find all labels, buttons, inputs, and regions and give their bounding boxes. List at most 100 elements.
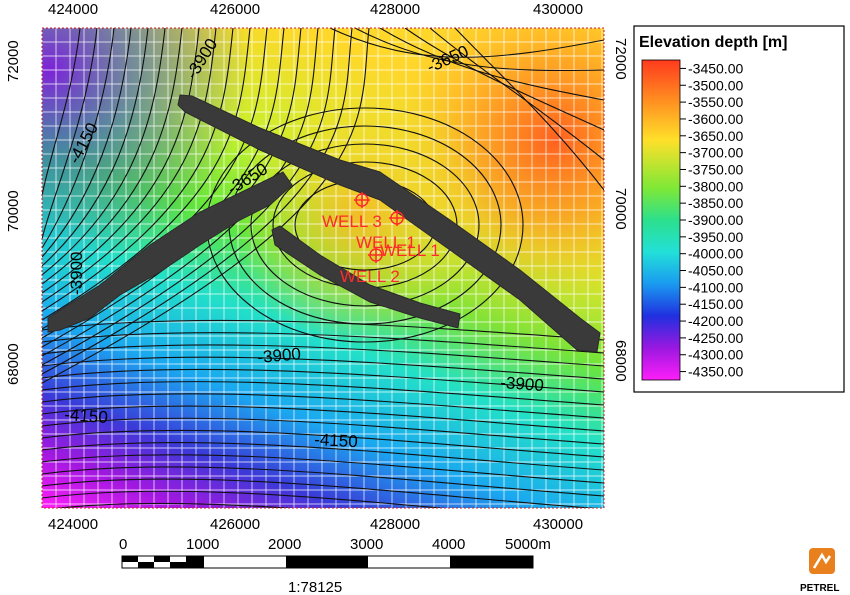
contour-line <box>42 454 604 484</box>
y-tick-label: 68000 <box>5 343 22 385</box>
contour-line <box>42 28 81 230</box>
x-tick-label: 430000 <box>533 1 583 18</box>
scale-label: 0 <box>119 536 127 553</box>
contour-line <box>42 28 183 285</box>
contour-line <box>42 28 302 348</box>
logo-icon-mark <box>812 552 832 569</box>
y-tick-label: 70000 <box>612 188 629 230</box>
logo-icon <box>809 548 835 574</box>
contour-label: -3900 <box>67 252 86 295</box>
legend-value: -4150.00 <box>688 296 743 312</box>
scale-bar: 0 1000 2000 3000 4000 5000m 1:78125 <box>119 536 551 595</box>
well-label: WELL 3 <box>322 212 382 231</box>
contour-line <box>42 28 319 357</box>
legend-title: Elevation depth [m] <box>639 34 787 51</box>
legend-value: -3650.00 <box>688 128 743 144</box>
contour-line <box>354 28 604 72</box>
well-symbol[interactable] <box>368 247 384 263</box>
map-canvas[interactable]: -3900 -3650 -4150 -3650 -3900 -3900 -390… <box>40 28 604 535</box>
scale-label: 4000 <box>432 536 465 553</box>
y-tick-label: 72000 <box>612 38 629 80</box>
legend-values: -3450.00-3500.00-3550.00-3600.00-3650.00… <box>680 60 743 380</box>
scale-segment <box>186 556 204 568</box>
legend-value: -3500.00 <box>688 77 743 93</box>
contour-line <box>404 28 604 131</box>
scale-segment <box>450 556 533 568</box>
scale-ratio: 1:78125 <box>288 579 342 595</box>
contour-line <box>42 393 604 419</box>
scale-segment <box>138 562 154 568</box>
map-grid <box>42 28 604 508</box>
legend-value: -3750.00 <box>688 161 743 177</box>
contour-line <box>42 28 132 258</box>
well-label: WELL 2 <box>340 267 400 286</box>
contour-line <box>329 28 604 58</box>
contour-line <box>379 28 604 101</box>
contour-line <box>42 405 604 432</box>
y-axis-right: 72000 70000 68000 <box>612 38 629 382</box>
contour-label: -4150 <box>314 430 358 451</box>
contour-line <box>42 417 604 445</box>
contour-label: -3900 <box>257 344 302 367</box>
contour-line <box>42 344 604 367</box>
scale-segment <box>154 556 170 562</box>
scale-label: 3000 <box>350 536 383 553</box>
contour-line <box>42 466 604 497</box>
legend-color-ramp <box>641 59 681 381</box>
contour-line <box>454 28 604 191</box>
scale-label: 1000 <box>186 536 219 553</box>
fault-middle <box>271 225 461 329</box>
contour-label: -4150 <box>64 405 109 427</box>
contour-line <box>54 502 294 508</box>
legend: Elevation depth [m] -3450.00-3500.00-355… <box>633 25 845 393</box>
contour-line <box>42 28 251 321</box>
map-frame <box>41 27 605 509</box>
x-tick-label: 426000 <box>210 516 260 533</box>
petrel-logo: PETREL <box>800 548 839 594</box>
legend-value: -4300.00 <box>688 347 743 363</box>
legend-value: -3450.00 <box>688 60 743 76</box>
contour-line <box>42 28 234 312</box>
x-tick-label: 428000 <box>370 1 420 18</box>
contour-line <box>42 28 98 240</box>
contour-label: -3900 <box>500 373 545 395</box>
scale-segment <box>170 562 186 568</box>
legend-value: -3600.00 <box>688 111 743 127</box>
legend-value: -4200.00 <box>688 313 743 329</box>
contour-line <box>42 490 447 508</box>
x-tick-label: 426000 <box>210 1 260 18</box>
contour-line <box>42 319 604 341</box>
scale-segment <box>286 556 368 568</box>
scale-segment <box>122 556 138 562</box>
fault-west <box>47 171 293 333</box>
scale-label: 2000 <box>268 536 301 553</box>
fault-polygons <box>47 94 601 353</box>
x-tick-label: 424000 <box>48 516 98 533</box>
scale-label: 5000m <box>505 536 551 553</box>
y-axis-left: 72000 70000 68000 <box>5 40 22 385</box>
well-group: WELL 3 WELL 1 WELL 1 WELL 2 <box>322 192 440 286</box>
well-label: WELL 1 <box>356 233 416 252</box>
contour-line <box>42 429 604 458</box>
legend-value: -4050.00 <box>688 263 743 279</box>
contour-line <box>42 332 604 354</box>
legend-value: -4000.00 <box>688 246 743 262</box>
contour-line <box>42 381 604 406</box>
well-symbol[interactable] <box>389 210 405 226</box>
contour-line <box>42 28 149 267</box>
x-axis-bottom: 424000 426000 428000 430000 <box>48 516 583 533</box>
x-tick-label: 430000 <box>533 516 583 533</box>
y-tick-label: 68000 <box>612 340 629 382</box>
legend-value: -3950.00 <box>688 229 743 245</box>
legend-value: -3900.00 <box>688 212 743 228</box>
contour-line <box>429 28 604 161</box>
contour-ring <box>250 143 480 307</box>
contour-line <box>42 28 217 303</box>
legend-value: -4100.00 <box>688 279 743 295</box>
fault-main <box>177 94 601 353</box>
contour-line <box>42 28 336 366</box>
x-axis-top: 424000 426000 428000 430000 <box>48 1 583 18</box>
well-symbol[interactable] <box>354 192 370 208</box>
legend-value: -3850.00 <box>688 195 743 211</box>
y-tick-label: 70000 <box>5 190 22 232</box>
